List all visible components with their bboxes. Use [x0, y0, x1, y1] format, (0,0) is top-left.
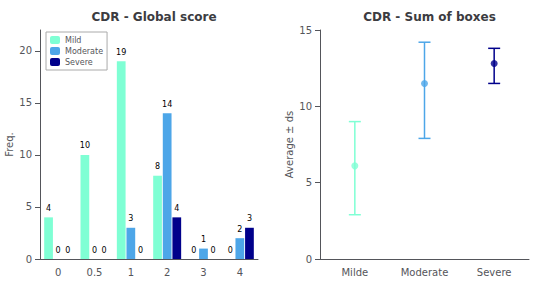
svg-text:Freq.: Freq.: [4, 132, 15, 157]
svg-text:10: 10: [299, 101, 312, 112]
svg-text:3: 3: [200, 267, 206, 278]
svg-text:0: 0: [211, 246, 216, 255]
svg-text:0: 0: [138, 246, 143, 255]
svg-text:8: 8: [155, 162, 160, 171]
svg-text:Moderate: Moderate: [65, 47, 103, 56]
svg-text:19: 19: [116, 48, 126, 57]
svg-text:Mild: Mild: [65, 36, 81, 45]
svg-text:Severe: Severe: [65, 58, 93, 67]
svg-text:5: 5: [26, 201, 32, 212]
svg-text:Average ± ds: Average ± ds: [284, 111, 295, 178]
svg-text:1: 1: [128, 267, 134, 278]
svg-text:4: 4: [46, 204, 51, 213]
svg-text:4: 4: [237, 267, 243, 278]
svg-text:CDR - Sum of boxes: CDR - Sum of boxes: [363, 10, 496, 24]
svg-text:0.5: 0.5: [87, 267, 103, 278]
svg-text:3: 3: [247, 214, 252, 223]
svg-text:3: 3: [128, 214, 133, 223]
svg-text:0: 0: [306, 254, 312, 265]
svg-text:0: 0: [228, 246, 233, 255]
svg-text:10: 10: [80, 141, 90, 150]
svg-text:15: 15: [299, 25, 312, 36]
svg-text:2: 2: [164, 267, 170, 278]
svg-text:2: 2: [237, 225, 242, 234]
svg-text:Severe: Severe: [477, 267, 512, 278]
svg-text:0: 0: [191, 246, 196, 255]
svg-text:0: 0: [56, 246, 61, 255]
svg-text:5: 5: [306, 177, 312, 188]
svg-text:14: 14: [162, 100, 172, 109]
svg-text:0: 0: [102, 246, 107, 255]
svg-text:0: 0: [55, 267, 61, 278]
svg-text:0: 0: [92, 246, 97, 255]
svg-text:Moderate: Moderate: [401, 267, 449, 278]
svg-text:20: 20: [19, 45, 32, 56]
svg-text:4: 4: [174, 204, 179, 213]
svg-text:0: 0: [26, 254, 32, 265]
svg-text:0: 0: [65, 246, 70, 255]
svg-text:10: 10: [19, 149, 32, 160]
svg-text:Milde: Milde: [341, 267, 368, 278]
svg-text:1: 1: [201, 235, 206, 244]
svg-text:15: 15: [19, 97, 32, 108]
svg-text:CDR - Global score: CDR - Global score: [91, 10, 216, 24]
